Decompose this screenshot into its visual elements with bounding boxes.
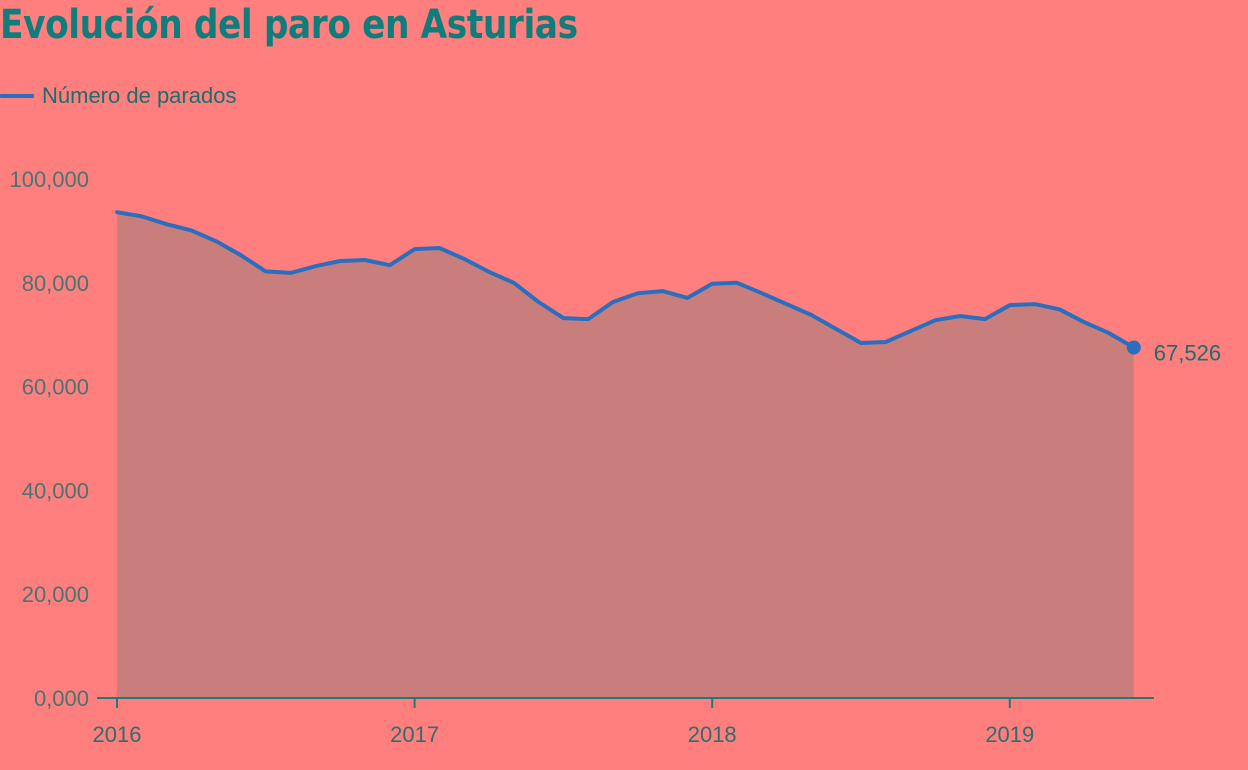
x-tick-label: 2019 <box>985 722 1034 747</box>
x-tick-label: 2017 <box>390 722 439 747</box>
x-tick-label: 2018 <box>688 722 737 747</box>
y-tick-label: 100,000 <box>9 167 89 192</box>
x-axis: 2016 2017 2018 2019 <box>93 698 1034 747</box>
area-fill <box>117 212 1134 698</box>
y-tick-label: 80,000 <box>22 271 89 296</box>
x-tick-label: 2016 <box>93 722 142 747</box>
chart-title: Evolución del paro en Asturias <box>0 2 578 48</box>
legend-label: Número de parados <box>42 83 237 108</box>
last-value-label: 67,526 <box>1154 341 1221 366</box>
legend: Número de parados <box>0 82 236 110</box>
y-tick-label: 0,000 <box>34 686 89 711</box>
last-point-marker[interactable] <box>1126 340 1141 355</box>
data-line <box>115 210 1136 350</box>
legend-line-swatch <box>0 94 34 98</box>
y-tick-label: 60,000 <box>22 375 89 400</box>
y-tick-label: 40,000 <box>22 478 89 503</box>
y-axis: 0,000 20,000 40,000 60,000 80,000 100,000 <box>9 167 89 711</box>
y-tick-label: 20,000 <box>22 582 89 607</box>
